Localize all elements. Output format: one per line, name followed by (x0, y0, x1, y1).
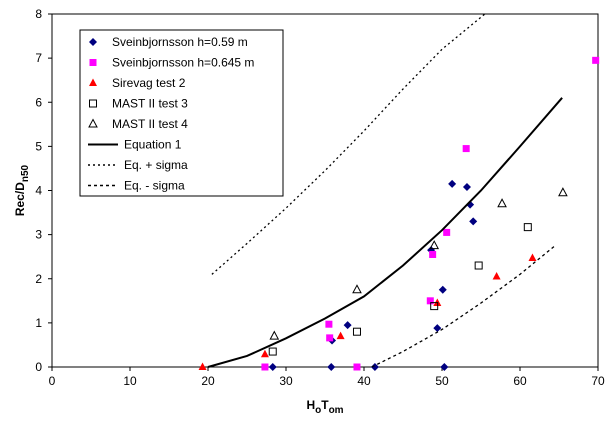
y-tick-label: 7 (35, 51, 42, 65)
point (198, 362, 207, 370)
point (448, 179, 457, 188)
x-tick-label: 70 (591, 374, 605, 388)
legend-label: Eq. + sigma (124, 158, 188, 172)
legend-box (79, 29, 284, 197)
legend-marker (89, 59, 97, 66)
legend-label: Sveinbjornsson h=0.645 m (112, 56, 254, 70)
point (336, 331, 345, 340)
point (474, 261, 483, 270)
legend-label: MAST II test 4 (112, 117, 188, 131)
legend-marker (89, 38, 97, 46)
legend-label: Eq. - sigma (124, 179, 185, 193)
legend-label: Sveinbjornsson h=0.59 m (112, 35, 248, 49)
point (462, 182, 471, 191)
legend-marker (89, 99, 97, 108)
ylabel-axis-label: Rec/Dn50 (13, 164, 31, 216)
point (469, 217, 478, 226)
point (260, 349, 269, 358)
point (592, 56, 600, 64)
point (433, 324, 442, 333)
point (268, 363, 277, 371)
y-tick-label: 2 (35, 272, 42, 286)
label-part: H (306, 398, 315, 412)
xlabel-axis-label: HoTom (306, 398, 343, 416)
point (326, 334, 334, 342)
x-tick-label: 50 (435, 374, 449, 388)
label-part: T (321, 398, 329, 412)
x-tick-label: 40 (357, 374, 371, 388)
x-tick-label: 20 (201, 374, 215, 388)
point (352, 327, 361, 336)
line (207, 97, 563, 368)
y-tick-label: 6 (35, 95, 42, 109)
point (268, 347, 277, 356)
point (523, 223, 532, 232)
line (371, 245, 556, 368)
point (261, 363, 269, 371)
y-tick-label: 8 (35, 7, 42, 21)
point (440, 363, 449, 371)
point (327, 363, 336, 371)
point (429, 240, 440, 250)
legend-marker (89, 78, 97, 86)
legend-label: Sirevag test 2 (112, 76, 186, 90)
point (353, 363, 361, 371)
x-tick-label: 10 (123, 374, 137, 388)
point (343, 321, 352, 330)
point (352, 284, 362, 294)
label-part: o (315, 405, 321, 416)
x-tick-label: 0 (49, 374, 56, 388)
y-tick-label: 4 (35, 184, 42, 198)
y-tick-label: 0 (35, 360, 42, 374)
label-part: n50 (20, 164, 31, 182)
point (492, 272, 501, 280)
point (497, 198, 507, 208)
point (269, 330, 280, 340)
point (528, 253, 537, 262)
point (429, 250, 437, 258)
point (325, 320, 333, 328)
point (438, 285, 447, 294)
point (430, 302, 439, 311)
legend-label: Equation 1 (124, 138, 182, 152)
x-tick-label: 60 (513, 374, 527, 388)
x-tick-label: 30 (279, 374, 293, 388)
point (426, 297, 434, 305)
label-part: om (329, 405, 344, 416)
line (211, 13, 486, 275)
legend-marker (88, 118, 98, 128)
legend-label: MAST II test 3 (112, 97, 188, 111)
y-tick-label: 5 (35, 139, 42, 153)
point (443, 228, 451, 236)
point (370, 363, 379, 371)
y-tick-label: 3 (35, 228, 42, 242)
label-part: Rec/D (13, 182, 27, 216)
point (462, 145, 470, 153)
y-tick-label: 1 (35, 316, 42, 330)
point (558, 187, 568, 197)
